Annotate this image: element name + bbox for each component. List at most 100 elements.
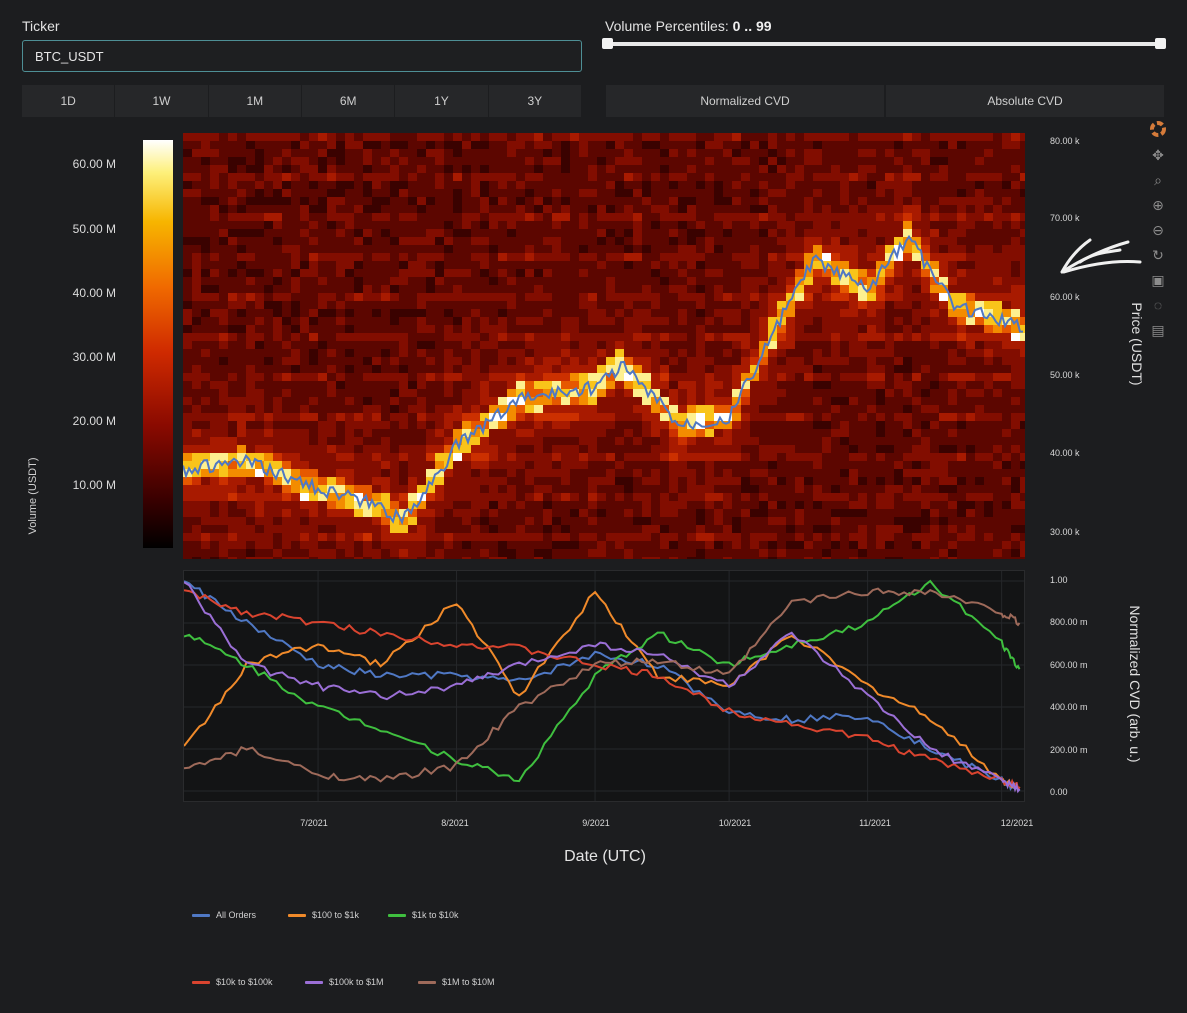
heatmap-cell bbox=[633, 181, 642, 189]
heatmap-cell bbox=[939, 301, 948, 309]
heatmap-cell bbox=[750, 173, 759, 181]
heatmap-cell bbox=[300, 157, 309, 165]
heatmap-cell bbox=[210, 421, 219, 429]
volume-percentile-slider[interactable] bbox=[602, 38, 1166, 49]
heatmap-cell bbox=[462, 157, 471, 165]
heatmap-cell bbox=[516, 437, 525, 445]
heatmap-cell bbox=[660, 557, 669, 559]
heatmap-cell bbox=[309, 261, 318, 269]
heatmap-cell bbox=[516, 477, 525, 485]
heatmap-cell bbox=[210, 293, 219, 301]
heatmap-cell bbox=[561, 269, 570, 277]
heatmap-cell bbox=[201, 549, 210, 557]
heatmap-cell bbox=[903, 373, 912, 381]
heatmap-cell bbox=[714, 429, 723, 437]
heatmap-cell bbox=[507, 293, 516, 301]
heatmap-cell bbox=[642, 301, 651, 309]
heatmap-cell bbox=[606, 469, 615, 477]
heatmap-cell bbox=[489, 461, 498, 469]
heatmap-cell bbox=[795, 525, 804, 533]
heatmap-cell bbox=[885, 245, 894, 253]
heatmap-cell bbox=[300, 245, 309, 253]
orderbook-heatmap[interactable] bbox=[183, 133, 1025, 559]
heatmap-cell bbox=[462, 557, 471, 559]
heatmap-cell bbox=[471, 133, 480, 141]
heatmap-cell bbox=[687, 525, 696, 533]
heatmap-cell bbox=[498, 493, 507, 501]
heatmap-cell bbox=[867, 405, 876, 413]
heatmap-cell bbox=[237, 413, 246, 421]
heatmap-cell bbox=[669, 389, 678, 397]
heatmap-cell bbox=[291, 221, 300, 229]
heatmap-cell bbox=[867, 333, 876, 341]
heatmap-cell bbox=[219, 381, 228, 389]
slider-handle-high[interactable] bbox=[1155, 38, 1166, 49]
heatmap-cell bbox=[552, 197, 561, 205]
range-1w-button[interactable]: 1W bbox=[115, 85, 209, 117]
heatmap-cell bbox=[795, 493, 804, 501]
heatmap-cell bbox=[345, 533, 354, 541]
heatmap-cell bbox=[786, 317, 795, 325]
heatmap-cell bbox=[363, 229, 372, 237]
heatmap-cell bbox=[201, 301, 210, 309]
heatmap-cell bbox=[381, 365, 390, 373]
heatmap-cell bbox=[696, 245, 705, 253]
heatmap-cell bbox=[345, 397, 354, 405]
heatmap-cell bbox=[957, 133, 966, 141]
heatmap-cell bbox=[372, 141, 381, 149]
heatmap-cell bbox=[309, 165, 318, 173]
heatmap-cell bbox=[831, 373, 840, 381]
heatmap-cell bbox=[300, 357, 309, 365]
heatmap-cell bbox=[309, 237, 318, 245]
heatmap-cell bbox=[867, 389, 876, 397]
range-1y-button[interactable]: 1Y bbox=[395, 85, 489, 117]
heatmap-cell bbox=[534, 445, 543, 453]
heatmap-cell bbox=[489, 341, 498, 349]
heatmap-cell bbox=[975, 533, 984, 541]
heatmap-cell bbox=[489, 253, 498, 261]
heatmap-cell bbox=[363, 453, 372, 461]
heatmap-cell bbox=[318, 421, 327, 429]
heatmap-cell bbox=[930, 229, 939, 237]
heatmap-cell bbox=[624, 149, 633, 157]
heatmap-cell bbox=[912, 197, 921, 205]
heatmap-cell bbox=[363, 213, 372, 221]
heatmap-cell bbox=[939, 245, 948, 253]
heatmap-cell bbox=[264, 237, 273, 245]
range-3y-button[interactable]: 3Y bbox=[488, 85, 582, 117]
heatmap-cell bbox=[975, 541, 984, 549]
heatmap-cell bbox=[309, 373, 318, 381]
heatmap-cell bbox=[723, 293, 732, 301]
heatmap-cell bbox=[885, 269, 894, 277]
normalized-cvd-button[interactable]: Normalized CVD bbox=[606, 85, 886, 117]
heatmap-cell bbox=[813, 557, 822, 559]
heatmap-cell bbox=[435, 469, 444, 477]
heatmap-cell bbox=[282, 269, 291, 277]
heatmap-cell bbox=[435, 341, 444, 349]
heatmap-cell bbox=[435, 533, 444, 541]
slider-handle-low[interactable] bbox=[602, 38, 613, 49]
heatmap-cell bbox=[957, 429, 966, 437]
heatmap-cell bbox=[624, 245, 633, 253]
range-1m-button[interactable]: 1M bbox=[208, 85, 302, 117]
heatmap-cell bbox=[723, 469, 732, 477]
heatmap-cell bbox=[399, 189, 408, 197]
heatmap-cell bbox=[228, 301, 237, 309]
range-1d-button[interactable]: 1D bbox=[22, 85, 116, 117]
heatmap-cell bbox=[1002, 253, 1011, 261]
heatmap-cell bbox=[552, 149, 561, 157]
heatmap-cell bbox=[489, 397, 498, 405]
heatmap-cell bbox=[831, 309, 840, 317]
heatmap-cell bbox=[903, 381, 912, 389]
ticker-input[interactable] bbox=[22, 40, 582, 72]
heatmap-cell bbox=[858, 461, 867, 469]
heatmap-cell bbox=[372, 221, 381, 229]
heatmap-cell bbox=[786, 405, 795, 413]
heatmap-cell bbox=[246, 213, 255, 221]
heatmap-cell bbox=[273, 293, 282, 301]
range-6m-button[interactable]: 6M bbox=[301, 85, 396, 117]
heatmap-cell bbox=[678, 317, 687, 325]
heatmap-cell bbox=[633, 309, 642, 317]
heatmap-cell bbox=[525, 277, 534, 285]
absolute-cvd-button[interactable]: Absolute CVD bbox=[886, 85, 1166, 117]
